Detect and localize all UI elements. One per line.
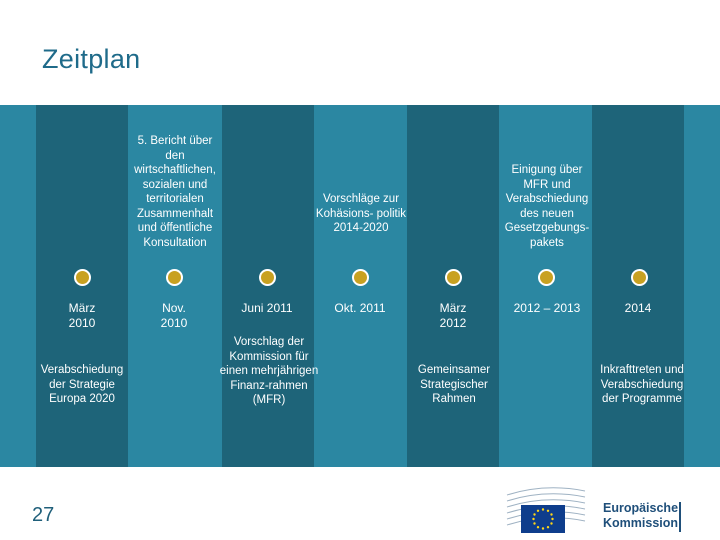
milestone-6-date: 2012 – 2013: [513, 301, 581, 315]
logo-wordmark: Europäische Kommission: [603, 501, 678, 531]
page-number: 27: [32, 504, 55, 526]
milestone-marker-6: [538, 269, 555, 286]
milestone-6-top-text: Einigung über MFR und Verabschiedung des…: [504, 164, 590, 249]
milestone-marker-1: [74, 269, 91, 286]
timeline-column-7: [592, 105, 684, 467]
milestone-3-date: Juni 2011: [241, 301, 293, 315]
milestone-3-bottom-text: Vorschlag der Kommission für einen mehrj…: [219, 336, 319, 406]
milestone-7-bottom-text: Inkrafttreten und Verabschiedung der Pro…: [600, 364, 684, 405]
milestone-7-date: 2014: [624, 301, 652, 315]
timeline-column-3: [222, 105, 314, 467]
milestone-2-top-text: 5. Bericht über den wirtschaftlichen, so…: [134, 135, 216, 249]
timeline-column-1: [36, 105, 128, 467]
logo-divider: [679, 502, 681, 532]
milestone-marker-5: [445, 269, 462, 286]
logo-line-1: Europäische: [603, 501, 679, 515]
milestone-4-date: Okt. 2011: [334, 301, 386, 315]
milestone-4-top-text: Vorschläge zur Kohäsions- politik 2014-2…: [315, 193, 407, 234]
milestone-1-bottom-text: Verabschiedung der Strategie Europa 2020: [40, 364, 124, 405]
timeline-column-5: [407, 105, 499, 467]
milestone-5-bottom-text: Gemeinsamer Strategischer Rahmen: [417, 364, 491, 405]
logo-line-2: Kommission: [603, 516, 679, 530]
milestone-2-date: Nov. 2010: [160, 301, 188, 330]
milestone-marker-7: [631, 269, 648, 286]
milestone-1-date: März 2010: [68, 301, 96, 330]
milestone-marker-2: [166, 269, 183, 286]
milestone-marker-4: [352, 269, 369, 286]
european-commission-logo: [506, 487, 586, 533]
milestone-marker-3: [259, 269, 276, 286]
milestone-5-date: März 2012: [439, 301, 467, 330]
page-title: Zeitplan: [42, 44, 141, 74]
